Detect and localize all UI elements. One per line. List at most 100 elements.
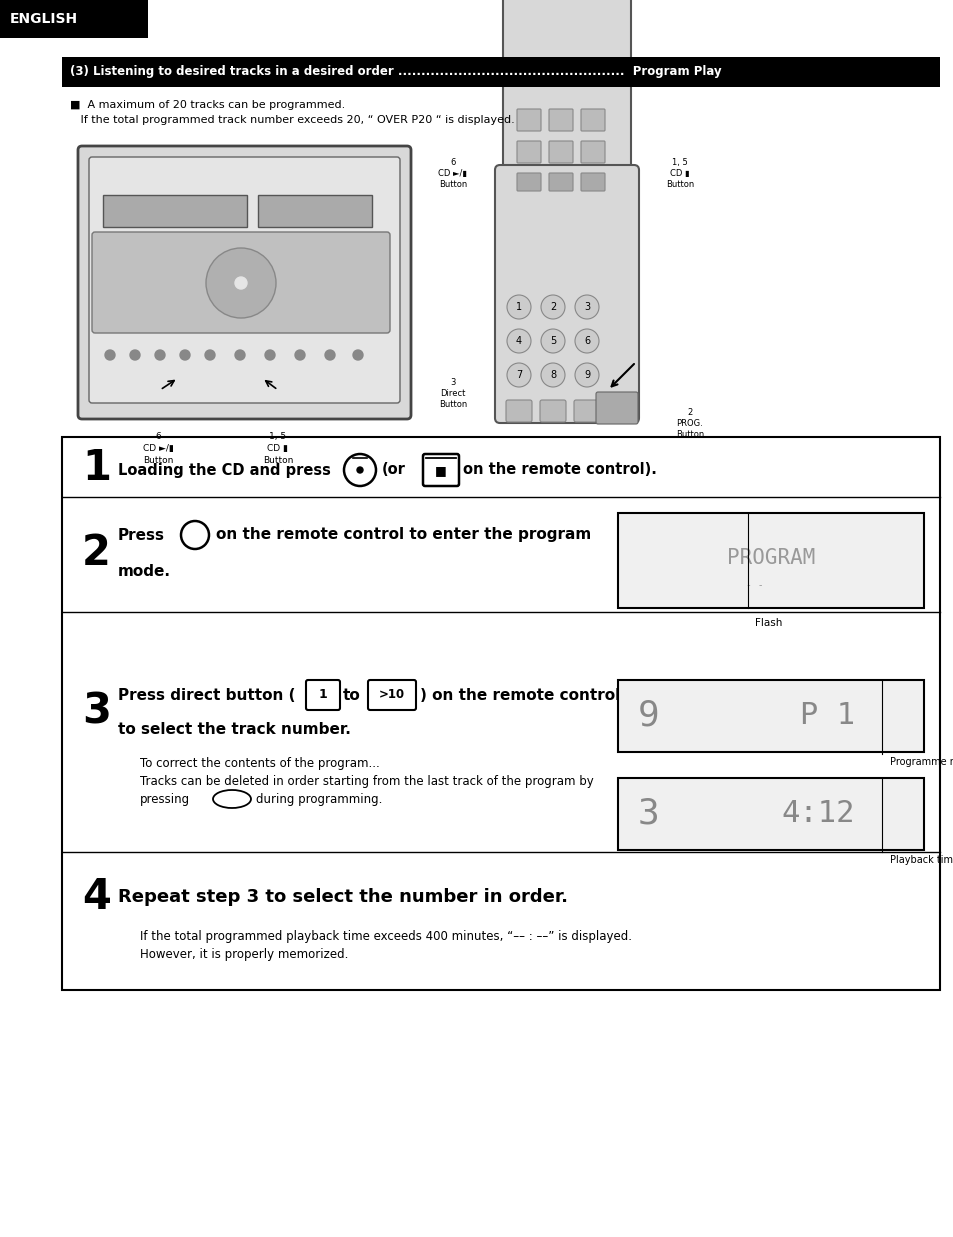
FancyBboxPatch shape	[495, 165, 639, 423]
Circle shape	[575, 362, 598, 387]
Text: 1, 5
CD ▮
Button: 1, 5 CD ▮ Button	[262, 432, 293, 465]
Text: 4:12: 4:12	[781, 799, 854, 829]
Circle shape	[540, 329, 564, 353]
FancyBboxPatch shape	[502, 0, 630, 173]
FancyBboxPatch shape	[103, 195, 247, 228]
Text: on the remote control to enter the program: on the remote control to enter the progr…	[215, 527, 591, 543]
Text: - -: - -	[745, 580, 763, 590]
Text: to select the track number.: to select the track number.	[118, 722, 351, 737]
Text: ENGLISH: ENGLISH	[10, 12, 78, 26]
Circle shape	[234, 277, 247, 289]
Circle shape	[575, 329, 598, 353]
Text: pressing: pressing	[140, 793, 190, 807]
Text: on the remote control).: on the remote control).	[462, 463, 657, 477]
Circle shape	[356, 468, 363, 473]
FancyBboxPatch shape	[306, 680, 339, 710]
FancyBboxPatch shape	[618, 513, 923, 609]
Circle shape	[105, 350, 115, 360]
Circle shape	[506, 294, 531, 319]
Text: 3: 3	[638, 797, 659, 831]
Text: 3: 3	[583, 302, 590, 312]
Text: If the total programmed track number exceeds 20, “ OVER P20 “ is displayed.: If the total programmed track number exc…	[70, 115, 515, 125]
Text: Flash: Flash	[754, 618, 781, 628]
Circle shape	[506, 362, 531, 387]
Circle shape	[325, 350, 335, 360]
FancyBboxPatch shape	[505, 400, 532, 422]
Circle shape	[130, 350, 140, 360]
Text: 1: 1	[318, 689, 327, 701]
FancyBboxPatch shape	[548, 109, 573, 131]
Text: PROGRAM: PROGRAM	[726, 548, 814, 568]
Text: 7: 7	[516, 370, 521, 380]
Text: Repeat step 3 to select the number in order.: Repeat step 3 to select the number in or…	[118, 888, 567, 905]
FancyBboxPatch shape	[0, 0, 148, 38]
Text: 5: 5	[549, 336, 556, 346]
Text: Programme number: Programme number	[889, 757, 953, 767]
Circle shape	[234, 350, 245, 360]
Circle shape	[575, 294, 598, 319]
Text: ■: ■	[435, 465, 446, 477]
FancyBboxPatch shape	[62, 437, 939, 990]
Text: P 1: P 1	[799, 701, 854, 731]
Text: 3
Direct
Button: 3 Direct Button	[438, 379, 467, 409]
Circle shape	[205, 350, 214, 360]
Text: 3: 3	[82, 691, 111, 734]
Text: Press: Press	[118, 527, 165, 543]
Text: 1, 5
CD ▮
Button: 1, 5 CD ▮ Button	[665, 158, 694, 189]
Text: to: to	[343, 688, 360, 703]
FancyBboxPatch shape	[618, 680, 923, 752]
Circle shape	[265, 350, 274, 360]
Text: ) on the remote control: ) on the remote control	[419, 688, 619, 703]
Text: Loading the CD and press: Loading the CD and press	[118, 463, 331, 477]
FancyBboxPatch shape	[257, 195, 372, 228]
Circle shape	[540, 294, 564, 319]
Text: 6: 6	[583, 336, 590, 346]
Text: 2
PROG.
Button: 2 PROG. Button	[675, 408, 703, 439]
Text: ■  A maximum of 20 tracks can be programmed.: ■ A maximum of 20 tracks can be programm…	[70, 100, 345, 110]
FancyBboxPatch shape	[368, 680, 416, 710]
Text: (or: (or	[381, 463, 405, 477]
Text: during programming.: during programming.	[255, 793, 382, 807]
Text: Playback time: Playback time	[889, 855, 953, 865]
Text: mode.: mode.	[118, 564, 171, 579]
FancyBboxPatch shape	[548, 173, 573, 190]
FancyBboxPatch shape	[517, 141, 540, 163]
Circle shape	[353, 350, 363, 360]
FancyBboxPatch shape	[596, 392, 638, 424]
Text: 4: 4	[516, 336, 521, 346]
Circle shape	[154, 350, 165, 360]
Text: 9: 9	[638, 699, 659, 734]
FancyBboxPatch shape	[517, 109, 540, 131]
Circle shape	[506, 329, 531, 353]
FancyBboxPatch shape	[62, 57, 939, 87]
Circle shape	[180, 350, 190, 360]
FancyBboxPatch shape	[618, 778, 923, 850]
Text: 8: 8	[549, 370, 556, 380]
Text: If the total programmed playback time exceeds 400 minutes, “–– : ––” is displaye: If the total programmed playback time ex…	[140, 930, 631, 943]
Circle shape	[294, 350, 305, 360]
Text: Press direct button (: Press direct button (	[118, 688, 295, 703]
Text: However, it is properly memorized.: However, it is properly memorized.	[140, 948, 348, 961]
Text: 6
CD ►/▮
Button: 6 CD ►/▮ Button	[142, 432, 173, 465]
FancyBboxPatch shape	[517, 173, 540, 190]
FancyBboxPatch shape	[580, 173, 604, 190]
FancyBboxPatch shape	[91, 233, 390, 333]
FancyBboxPatch shape	[574, 400, 599, 422]
Text: 6
CD ►/▮
Button: 6 CD ►/▮ Button	[438, 158, 467, 189]
FancyBboxPatch shape	[548, 141, 573, 163]
FancyBboxPatch shape	[78, 146, 411, 419]
Text: 1: 1	[516, 302, 521, 312]
Circle shape	[540, 362, 564, 387]
Circle shape	[206, 247, 275, 318]
FancyBboxPatch shape	[89, 157, 399, 403]
FancyBboxPatch shape	[580, 109, 604, 131]
Text: 2: 2	[82, 532, 111, 574]
Text: To correct the contents of the program...: To correct the contents of the program..…	[140, 757, 379, 769]
Text: Tracks can be deleted in order starting from the last track of the program by: Tracks can be deleted in order starting …	[140, 776, 593, 788]
FancyBboxPatch shape	[422, 454, 458, 486]
FancyBboxPatch shape	[539, 400, 565, 422]
Text: >10: >10	[378, 689, 405, 701]
Text: (3) Listening to desired tracks in a desired order .............................: (3) Listening to desired tracks in a des…	[70, 66, 720, 78]
Text: 1: 1	[82, 447, 111, 489]
FancyBboxPatch shape	[580, 141, 604, 163]
